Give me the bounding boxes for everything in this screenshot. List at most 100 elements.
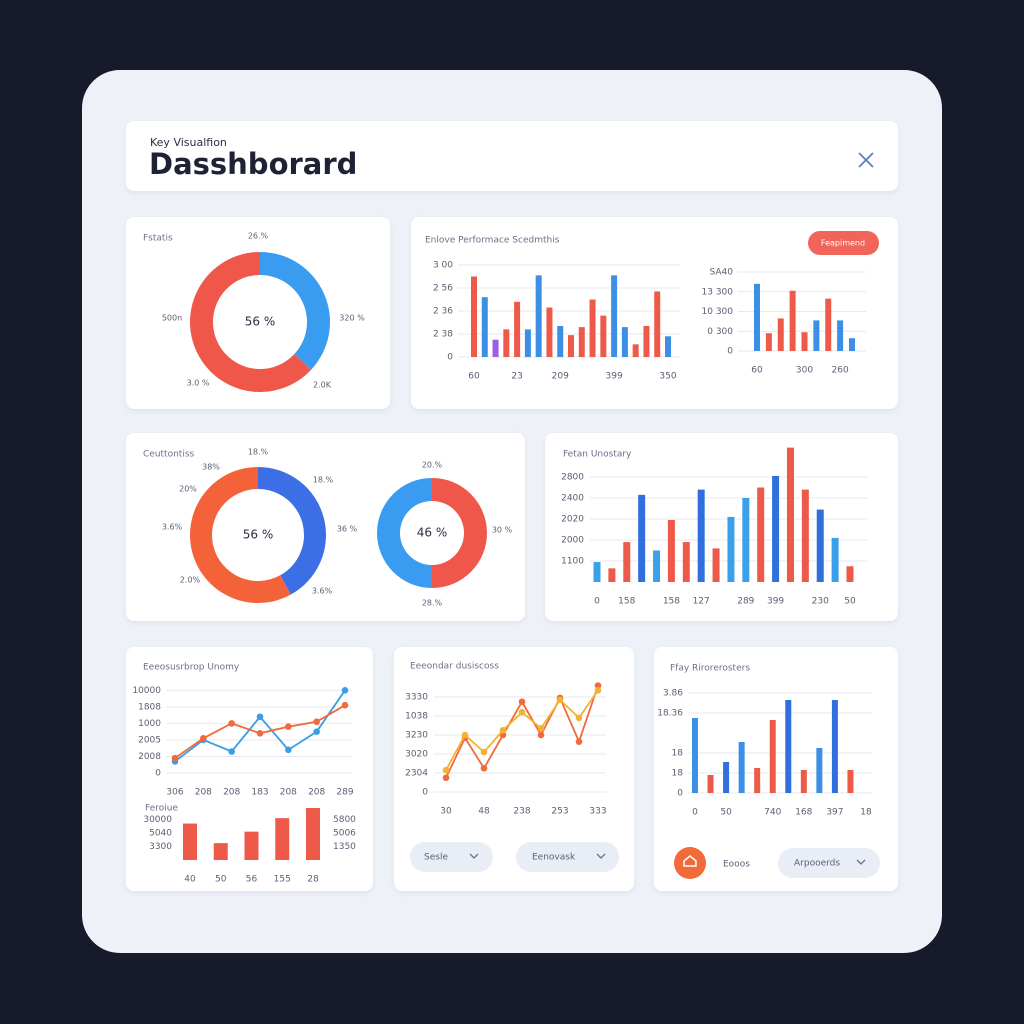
bar [800,770,807,793]
select[interactable] [516,842,619,872]
chevron [469,853,479,859]
bar [727,516,735,582]
bar [765,333,772,351]
y2-tick-label: 5006 [333,829,356,839]
footer-label: Eooos [723,860,750,870]
x-tick-label: 0 [594,597,600,607]
bar [801,489,809,582]
y-tick-label: 3330 [405,693,428,703]
card [545,433,898,621]
bar [754,283,760,351]
point [518,698,526,706]
bar [546,307,553,357]
x-tick-label: 230 [812,597,829,607]
bar [707,775,714,793]
donut-slice [189,467,291,604]
bar [785,700,792,793]
chevron [596,853,606,859]
slice-label: 36 % [337,525,358,534]
center-label: 56 % [243,528,274,542]
x-tick-label: 30 [440,807,452,817]
y-tick-label: 10000 [132,686,161,696]
donut-slice [260,252,331,370]
x-tick-label: 50 [720,808,732,818]
bar [769,720,776,793]
y-tick-label: 2 36 [433,307,453,317]
x-tick-label: 740 [764,808,781,818]
bar [772,475,780,582]
point [313,718,320,726]
report-button-label[interactable]: Feapimend [821,239,865,248]
bar [568,335,574,357]
select-label[interactable]: Eenovask [532,853,576,863]
x-tick-label: 18 [860,808,872,818]
bar [847,770,854,793]
x-tick-label: 50 [215,875,227,885]
point [341,701,349,709]
point [442,766,450,774]
slice-label: 30 % [492,526,513,535]
chart-title: Eeeosusrbrop Unomy [143,663,240,673]
x-tick-label: 399 [767,597,784,607]
select-label[interactable]: Sesle [424,853,448,863]
home-button[interactable] [674,847,706,879]
y-tick-label: 2 56 [433,284,453,294]
bar [813,320,820,351]
close-button[interactable] [858,152,874,168]
x-tick-label: 208 [223,788,240,798]
bar [503,329,510,357]
x-tick-label: 127 [693,597,710,607]
bar [831,700,838,793]
point [480,764,488,772]
slice-label: 500n [162,314,182,323]
point [341,687,349,694]
card [394,647,634,891]
bar [816,509,824,582]
y-tick-label: 2008 [138,752,161,762]
slice-label: 320 % [339,314,365,323]
slice-label: 3.0 % [187,379,210,388]
bar [665,336,671,357]
select-label[interactable]: Arpooerds [794,859,840,869]
y-tick-label: 13 300 [702,287,734,297]
point [575,738,583,745]
select[interactable] [778,848,880,878]
point [594,687,602,694]
point [537,725,545,732]
bar [524,329,531,357]
y-tick-label: 0 [422,788,428,798]
header-title: Dasshborard [149,147,357,181]
bar [213,843,228,860]
point [480,748,488,756]
slice-label: 28.% [422,599,443,608]
bar [653,550,661,582]
point [285,746,292,754]
donut-slice [190,252,312,392]
y-tick-label: 2000 [561,536,584,546]
y-tick-label: 1000 [138,719,161,729]
chart-title: Eeeondar dusiscoss [410,662,499,672]
bar [825,298,832,351]
y-tick-label: 0 [727,347,733,357]
bar [578,327,585,357]
chart-title: Fstatis [143,234,173,244]
bar [723,762,730,793]
report-button[interactable] [808,231,879,255]
slice-label: 2.0K [313,381,332,390]
y-tick-label: 10 300 [702,307,734,317]
x-tick-label: 306 [166,788,183,798]
point [171,754,179,762]
bar [589,299,596,357]
select[interactable] [410,842,493,872]
y-tick-label: 3020 [405,750,428,760]
point [556,696,564,704]
y-tick-label: 2 38 [433,330,453,340]
bar [514,301,521,357]
bar [801,332,808,351]
bar [712,548,720,582]
x-tick-label: 48 [478,807,490,817]
bar [757,487,765,582]
x-tick-label: 397 [826,808,843,818]
bar [682,542,690,582]
